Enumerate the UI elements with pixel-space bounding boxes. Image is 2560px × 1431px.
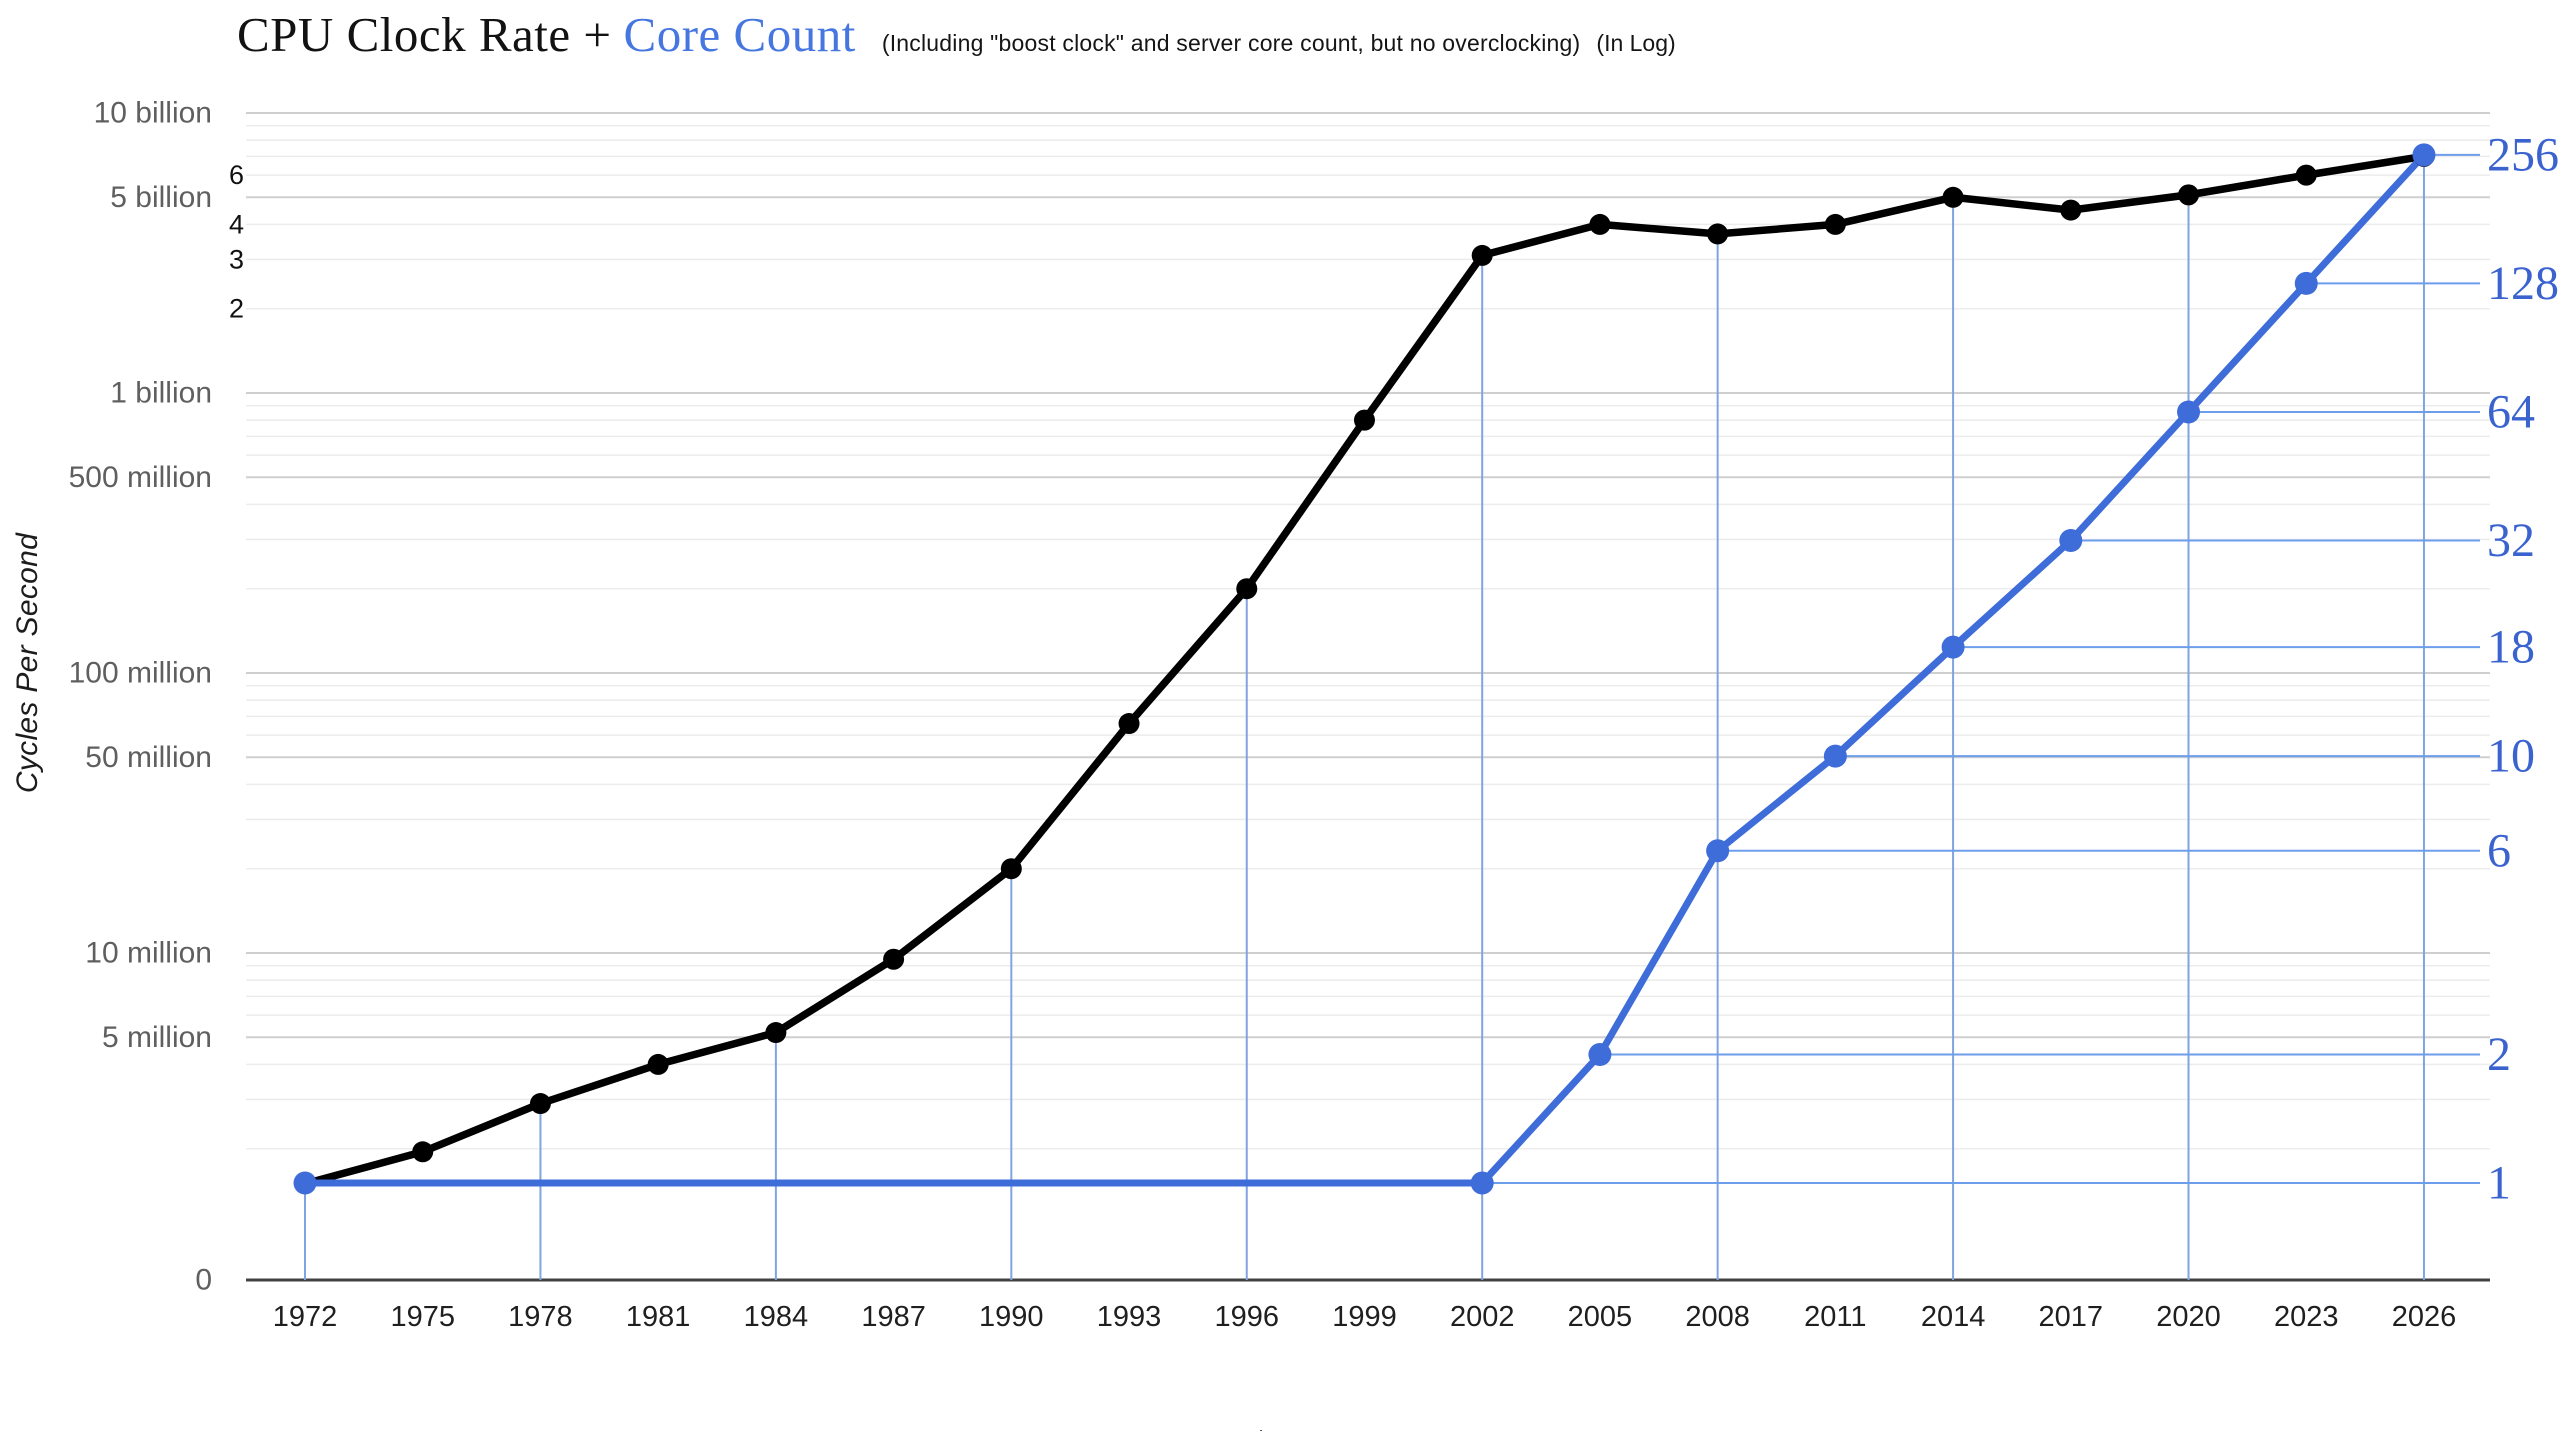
x-tick-label: 1978 — [508, 1301, 573, 1333]
x-tick-label: 1981 — [626, 1301, 691, 1333]
clock-rate-point — [1942, 186, 1964, 208]
clock-rate-point — [1353, 409, 1375, 431]
y-tick-label: 10 billion — [94, 97, 212, 130]
clock-rate-point — [1471, 244, 1493, 266]
x-tick-label: 1993 — [1097, 1301, 1162, 1333]
x-tick-label: 2014 — [1921, 1301, 1986, 1333]
clock-rate-point — [1236, 578, 1258, 600]
core-count-label: 18 — [2487, 621, 2535, 674]
x-tick-label: 1975 — [390, 1301, 455, 1333]
y-mini-tick-label: 4 — [229, 209, 244, 239]
x-tick-label: 1990 — [979, 1301, 1044, 1333]
core-count-point — [1588, 1042, 1612, 1066]
x-tick-label: 2008 — [1685, 1301, 1750, 1333]
y-mini-tick-label: 3 — [229, 244, 244, 274]
core-count-point — [293, 1171, 317, 1195]
clock-rate-point — [529, 1093, 551, 1115]
x-tick-label: 2002 — [1450, 1301, 1515, 1333]
core-count-label: 128 — [2487, 257, 2559, 310]
core-count-point — [1470, 1171, 1494, 1195]
x-tick-label: 2005 — [1568, 1301, 1633, 1333]
core-count-point — [1706, 839, 1730, 863]
chart-footer: Source: https://www.singularity.com/char… — [35, 1360, 1716, 1431]
core-count-point — [1941, 635, 1965, 659]
core-count-point — [2177, 400, 2201, 424]
y-tick-label: 5 million — [102, 1021, 212, 1054]
x-tick-label: 1987 — [861, 1301, 926, 1333]
y-tick-label: 50 million — [85, 741, 212, 774]
core-count-point — [2294, 271, 2318, 295]
chart-subtitle: (Including "boost clock" and server core… — [881, 30, 1581, 56]
x-tick-label: 1972 — [273, 1301, 338, 1333]
core-count-point — [2059, 528, 2083, 552]
y-mini-tick-label: 2 — [229, 294, 244, 324]
clock-rate-point — [2295, 164, 2317, 186]
clock-rate-point — [2060, 199, 2082, 221]
core-count-label: 256 — [2487, 128, 2559, 181]
core-count-point — [2412, 143, 2436, 167]
core-count-label: 10 — [2487, 730, 2535, 783]
title-core-count: Core Count — [623, 7, 856, 62]
core-count-label: 2 — [2487, 1028, 2511, 1081]
clock-rate-point — [883, 948, 905, 970]
x-tick-label: 2020 — [2156, 1301, 2221, 1333]
y-tick-label: 1 billion — [110, 377, 212, 410]
clock-rate-point — [1000, 858, 1022, 880]
clock-rate-point — [1707, 223, 1729, 245]
clock-rate-point — [765, 1022, 787, 1044]
x-tick-label: 2026 — [2392, 1301, 2457, 1333]
core-count-label: 32 — [2487, 514, 2535, 567]
clock-rate-point — [1824, 213, 1846, 235]
x-tick-label: 2011 — [1804, 1301, 1866, 1333]
clock-rate-point — [647, 1053, 669, 1075]
y-tick-label: 10 million — [85, 937, 212, 970]
chart-title: CPU Clock Rate + Core Count (Including "… — [237, 6, 1676, 63]
core-count-point — [1823, 744, 1847, 768]
y-mini-tick-label: 6 — [229, 160, 244, 190]
y-tick-label: 0 — [195, 1264, 212, 1297]
x-tick-label: 1984 — [744, 1301, 809, 1333]
title-clock-rate: CPU Clock Rate + — [237, 7, 612, 62]
y-tick-label: 500 million — [69, 461, 212, 494]
clock-rate-point — [412, 1141, 434, 1163]
y-tick-label: 5 billion — [110, 181, 212, 214]
y-tick-label: 100 million — [69, 657, 212, 690]
log-scale-note: (In Log) — [1596, 30, 1676, 56]
x-tick-label: 2023 — [2274, 1301, 2339, 1333]
core-count-label: 6 — [2487, 824, 2511, 877]
x-tick-label: 2017 — [2039, 1301, 2104, 1333]
core-count-label: 64 — [2487, 385, 2535, 438]
clock-rate-point — [2178, 184, 2200, 206]
clock-rate-point — [1589, 213, 1611, 235]
clock-rate-point — [1118, 713, 1140, 735]
x-tick-label: 1999 — [1332, 1301, 1397, 1333]
clock-rate-line — [304, 152, 2425, 1188]
x-tick-label: 1996 — [1215, 1301, 1280, 1333]
core-count-label: 1 — [2487, 1157, 2511, 1210]
